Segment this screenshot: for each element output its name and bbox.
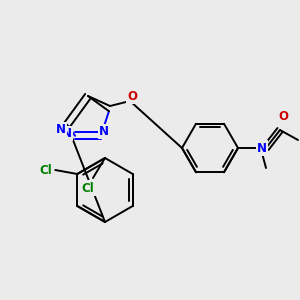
Text: Cl: Cl xyxy=(82,182,94,194)
Text: N: N xyxy=(257,142,267,154)
Text: O: O xyxy=(278,110,288,124)
Text: N: N xyxy=(62,127,72,140)
Text: O: O xyxy=(127,89,137,103)
Text: Cl: Cl xyxy=(39,164,52,176)
Text: N: N xyxy=(99,125,109,138)
Text: N: N xyxy=(56,123,66,136)
